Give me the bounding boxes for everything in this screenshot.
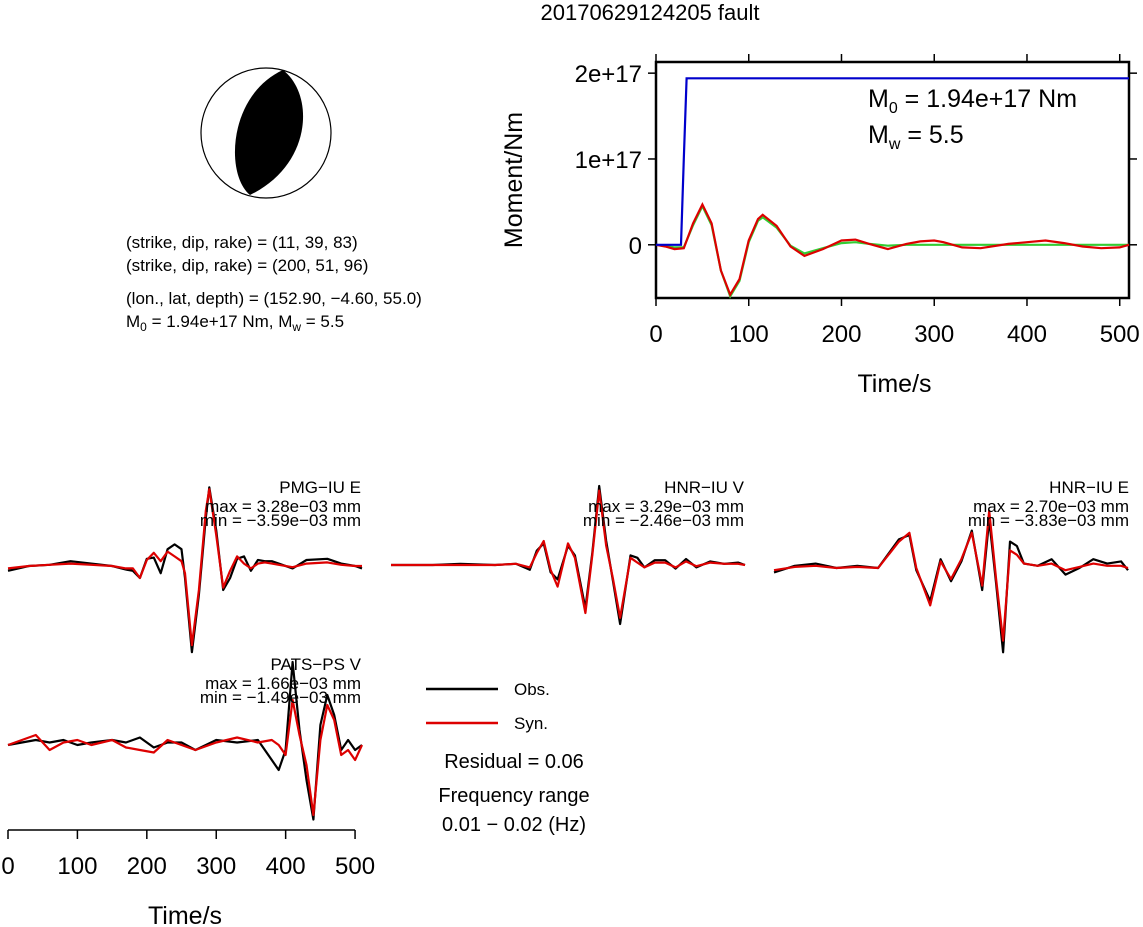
time-tick-label: 500: [335, 853, 375, 880]
time-tick-label: 0: [1, 853, 14, 880]
time-tick-label: 400: [266, 853, 306, 880]
figure-title: 20170629124205 fault: [541, 0, 760, 25]
mw-subscript: w: [291, 320, 301, 334]
cumulative-moment-line: [656, 77, 1129, 246]
time-tick-label: 300: [196, 853, 236, 880]
moment-x-tick-label: 200: [821, 321, 861, 348]
frequency-range-title: Frequency range: [438, 785, 589, 807]
waveform-legend: Obs. Syn. Residual = 0.06 Frequency rang…: [426, 680, 590, 836]
moment-axes: 0 100 200 300 400 500 0 1e+17 2e+17 Time/s Moment/…: [500, 54, 1140, 398]
legend-m0-subscript: 0: [889, 100, 898, 117]
moment-curves: [655, 77, 1130, 299]
legend-syn-label: Syn.: [514, 714, 548, 733]
moment-y-tick-label: 1e+17: [575, 147, 642, 174]
synthetic-waveform: [7, 698, 363, 817]
station-label: HNR−IU E: [1049, 478, 1129, 497]
moment-x-tick-label: 500: [1100, 321, 1140, 348]
legend-mw-value: = 5.5: [900, 121, 963, 149]
nodal-plane-1: (strike, dip, rake) = (11, 39, 83): [126, 233, 358, 252]
moment-x-tick-label: 0: [649, 321, 662, 348]
legend-mw-subscript: w: [888, 136, 901, 153]
waveform-min-label: min = −3.83e−03 mm: [968, 511, 1129, 530]
moment-plot-frame: [654, 60, 1131, 300]
nodal-plane-2: (strike, dip, rake) = (200, 51, 96): [126, 256, 368, 275]
observed-waveform: [7, 660, 363, 821]
station-label: PMG−IU E: [279, 478, 361, 497]
waveform-min-label: min = −1.49e−03 mm: [200, 688, 361, 707]
waveform-time-axis: 0 100 200 300 400 500 Time/s: [1, 829, 375, 927]
mw-value: = 5.5: [301, 312, 344, 331]
time-axis-label: Time/s: [148, 902, 222, 927]
hypocenter-location: (lon., lat, depth) = (152.90, −4.60, 55.…: [126, 289, 422, 308]
moment-x-tick-label: 400: [1007, 321, 1047, 348]
legend-mw-symbol: M: [868, 121, 889, 149]
moment-x-tick-label: 100: [729, 321, 769, 348]
source-time-function-red: [655, 202, 1130, 298]
source-time-function-green: [655, 203, 1129, 299]
magnitude-line: M0 = 1.94e+17 Nm, Mw = 5.5: [126, 312, 344, 334]
synthetic-waveform: [773, 509, 1129, 642]
legend-m0-symbol: M: [868, 85, 889, 113]
moment-legend-mw: Mw = 5.5: [868, 121, 964, 153]
legend-obs-label: Obs.: [514, 680, 550, 699]
residual-text: Residual = 0.06: [444, 751, 584, 773]
station-label: HNR−IU V: [664, 478, 744, 497]
frequency-range-value: 0.01 − 0.02 (Hz): [442, 814, 586, 836]
moment-legend-m0: M0 = 1.94e+17 Nm: [868, 85, 1077, 117]
m0-value: = 1.94e+17 Nm, M: [147, 312, 293, 331]
waveform-min-label: min = −3.59e−03 mm: [200, 511, 361, 530]
waveform-max-label: max = 3.29e−03 mm: [588, 497, 744, 516]
m0-subscript: 0: [140, 320, 147, 334]
time-tick-label: 200: [127, 853, 167, 880]
beachball-compressional-quadrant: [234, 70, 304, 195]
time-tick-label: 100: [57, 853, 97, 880]
moment-y-tick-label: 2e+17: [575, 61, 642, 88]
moment-x-tick-label: 300: [914, 321, 954, 348]
legend-m0-value: = 1.94e+17 Nm: [898, 85, 1077, 113]
observed-waveform: [773, 518, 1129, 654]
moment-x-axis-label: Time/s: [857, 370, 931, 398]
waveform-min-label: min = −2.46e−03 mm: [583, 511, 744, 530]
synthetic-waveform: [7, 488, 362, 647]
waveform-max-label: max = 1.66e−03 mm: [205, 674, 361, 693]
moment-y-tick-label: 0: [629, 233, 642, 260]
waveform-max-label: max = 2.70e−03 mm: [973, 497, 1129, 516]
station-label: PATS−PS V: [270, 655, 361, 674]
m0-symbol: M: [126, 312, 140, 331]
focal-mechanism-beachball: [200, 67, 332, 199]
moment-rate-plot: 0 100 200 300 400 500 0 1e+17 2e+17 Time/s Moment/…: [500, 54, 1140, 398]
synthetic-waveform: [391, 489, 746, 619]
moment-y-axis-label: Moment/Nm: [500, 112, 528, 248]
waveform-max-label: max = 3.28e−03 mm: [205, 497, 361, 516]
